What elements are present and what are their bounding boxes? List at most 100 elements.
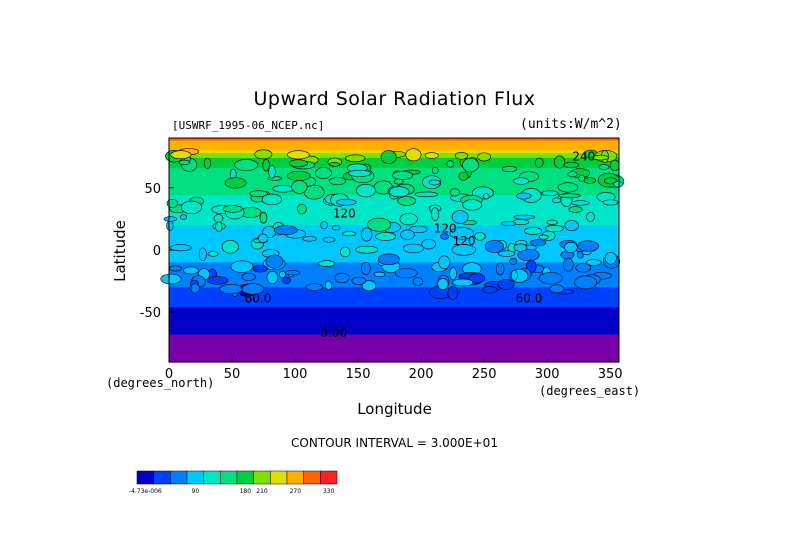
texture-patch	[482, 193, 490, 200]
texture-patch	[320, 221, 329, 230]
texture-patch	[557, 193, 581, 199]
texture-patch	[252, 264, 268, 273]
texture-patch	[541, 190, 559, 197]
heatmap-band	[169, 317, 619, 321]
texture-patch	[516, 192, 532, 200]
texture-patch	[160, 273, 182, 285]
heatmap-band	[169, 332, 619, 336]
texture-patch	[603, 177, 618, 185]
heatmap-band	[169, 347, 619, 351]
texture-patch	[449, 227, 475, 240]
texture-patch	[571, 200, 590, 206]
heatmap-band	[169, 279, 619, 283]
heatmap-band	[169, 342, 619, 346]
heatmap-band	[169, 349, 619, 353]
texture-patch	[501, 221, 517, 227]
heatmap-band	[169, 322, 619, 326]
texture-patch	[400, 229, 415, 240]
texture-patch	[449, 188, 460, 197]
texture-patch	[530, 239, 547, 247]
texture-patch	[447, 286, 459, 300]
colorbar-swatch	[170, 470, 188, 485]
heatmap-band	[169, 324, 619, 328]
texture-patch	[538, 234, 549, 240]
texture-patch	[428, 179, 441, 186]
heatmap-band	[169, 272, 619, 276]
y-tick-label: 0	[153, 244, 161, 259]
texture-patch	[341, 231, 357, 237]
heatmap-band	[169, 210, 619, 214]
texture-patch	[564, 242, 578, 253]
texture-patch	[329, 161, 340, 167]
texture-patch	[234, 159, 259, 171]
heatmap-band	[169, 294, 619, 298]
texture-patch	[224, 177, 247, 189]
x-tick-label: 350	[598, 367, 623, 382]
texture-patch	[431, 166, 439, 175]
texture-patch	[230, 260, 254, 273]
texture-patch	[452, 278, 474, 287]
texture-patch	[315, 167, 332, 179]
texture-patch	[498, 250, 516, 257]
contour-label: 120	[453, 234, 476, 248]
texture-patch	[190, 283, 200, 294]
heatmap-band	[169, 217, 619, 221]
texture-patch	[562, 257, 574, 272]
heatmap-band	[169, 237, 619, 241]
colorbar-swatch	[136, 470, 154, 485]
heatmap-band	[169, 282, 619, 286]
heatmap-band	[169, 182, 619, 186]
texture-patch	[219, 284, 243, 295]
heatmap-band	[169, 287, 619, 291]
texture-patch	[302, 236, 317, 242]
texture-patch	[449, 267, 457, 281]
heatmap-band	[169, 359, 619, 363]
heatmap-band	[169, 205, 619, 209]
texture-patch	[586, 259, 602, 266]
texture-patch	[513, 214, 536, 220]
texture-patch	[564, 220, 579, 232]
heatmap-band	[169, 140, 619, 144]
texture-patch	[356, 183, 376, 198]
heatmap-band	[169, 162, 619, 166]
heatmap-band	[169, 142, 619, 147]
texture-patch	[361, 227, 373, 242]
texture-patch	[254, 149, 273, 160]
texture-patch	[513, 177, 530, 185]
heatmap-band	[169, 329, 619, 333]
heatmap-band	[169, 292, 619, 296]
texture-patch	[178, 159, 191, 166]
texture-patch	[334, 272, 350, 284]
texture-patch	[322, 236, 336, 243]
colorbar: -4.73e-006 90 180 210 270 330	[129, 470, 338, 495]
heatmap-band	[169, 312, 619, 316]
texture-patch	[361, 261, 371, 276]
texture-patch	[377, 253, 400, 265]
texture-patch	[266, 271, 279, 285]
texture-patch	[551, 197, 562, 204]
colorbar-tick-label: 330	[323, 488, 335, 495]
texture-patch	[438, 255, 451, 270]
texture-patch	[474, 232, 486, 241]
texture-patch	[482, 286, 498, 294]
heatmap-band	[169, 240, 619, 244]
texture-patch	[524, 227, 543, 235]
texture-patch	[163, 216, 177, 222]
contour-label: 120	[333, 207, 356, 221]
texture-patch	[613, 181, 623, 188]
texture-patch	[183, 266, 199, 275]
texture-patch	[351, 276, 367, 285]
texture-patch	[249, 190, 268, 198]
texture-patch	[166, 198, 179, 208]
texture-patch	[331, 225, 341, 231]
x-axis-label: Longitude	[357, 400, 432, 418]
texture-patch	[388, 186, 410, 198]
x-tick-label: 50	[224, 367, 241, 382]
colorbar-swatch	[303, 470, 321, 485]
colorbar-swatch	[203, 470, 221, 485]
heatmap-band	[169, 357, 619, 361]
colorbar-swatch	[286, 470, 304, 485]
texture-patch	[180, 214, 187, 220]
texture-patch	[206, 276, 229, 285]
